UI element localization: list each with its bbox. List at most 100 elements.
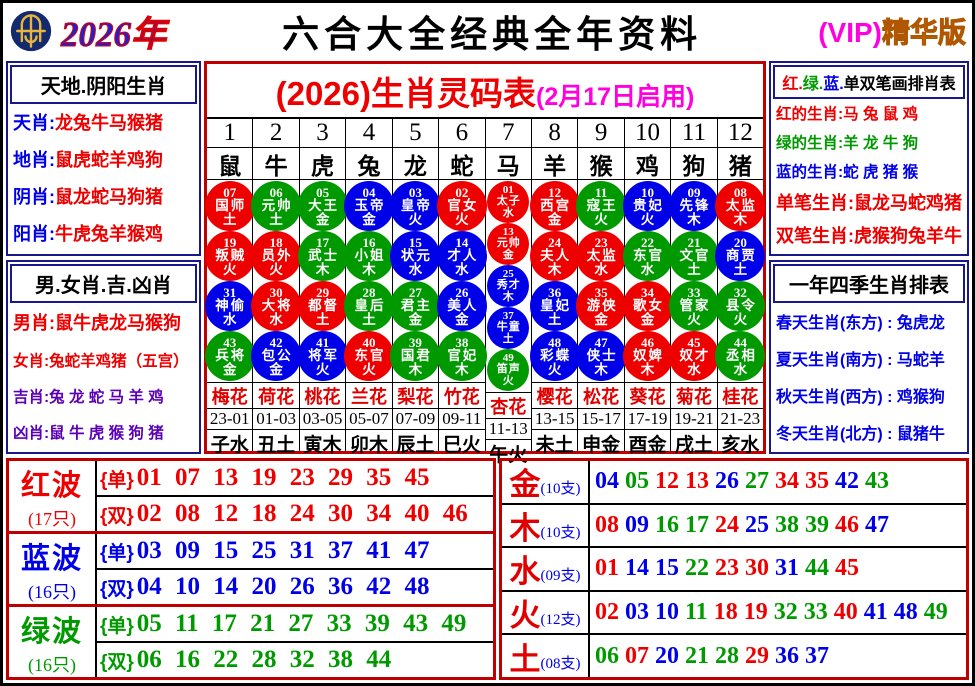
- element-number: 14: [625, 555, 649, 582]
- ball-number: 24: [548, 234, 562, 250]
- ball-number: 22: [641, 234, 655, 250]
- wave-rows: {单} 05 11 17 21 27 33 39 43 49 {双} 06 16 22…: [97, 607, 493, 677]
- ball-number: 31: [223, 284, 237, 300]
- ball-number: 32: [733, 284, 747, 300]
- wave-rows: {单} 01 07 13 19 23 29 35 45 {双} 02 08 12 18…: [97, 461, 493, 531]
- row-label: 阴肖:: [13, 187, 55, 208]
- ball-element: 水: [640, 261, 655, 277]
- ball-role: 员外: [261, 247, 293, 263]
- row-value: 兔蛇羊鸡猪（五宫）: [49, 353, 189, 371]
- element-number: 12: [655, 468, 679, 495]
- zodiac-code-table: (2026)生肖灵码表(2月17日启用) 1 鼠 07 国师土 19 叛贼火 31 神偷水 43…: [204, 61, 766, 466]
- number-ball: 04 玉帝金: [343, 181, 394, 231]
- ball-role: 君主: [400, 297, 432, 313]
- number-ball: 33 管家火: [668, 281, 719, 331]
- ball-role: 先锋: [679, 197, 711, 213]
- ball-element: 木: [408, 361, 423, 377]
- column-number: 3: [299, 119, 346, 148]
- zodiac-column: 8 羊 12 西宫金 24 夫人木 36 皇妃土 48 彩蝶火樱花 13-15 未土: [529, 119, 580, 456]
- number-ball: 28 皇后土: [343, 281, 394, 331]
- element-number: 04: [595, 468, 619, 495]
- color-stroke-zodiac-panel: 红.绿.蓝.单双笔画排肖表 红的生肖:马 兔 鼠 鸡绿的生肖:羊 龙 牛 狗蓝的…: [769, 61, 969, 256]
- element-label: 水 (09支): [502, 548, 590, 590]
- ball-stack: 07 国师土 19 叛贼火 31 神偷水 43 兵将金: [204, 180, 255, 383]
- ball-role: 美人: [447, 297, 479, 313]
- number-ball: 39 国君木: [390, 331, 441, 381]
- zodiac-attribute-row: 阳肖:牛虎兔羊猴鸡: [13, 220, 194, 246]
- earthly-branch: 巳火: [442, 435, 481, 456]
- time-range: 01-03: [253, 409, 299, 430]
- ball-number: 18: [269, 234, 283, 250]
- element-numbers: 02 03 10 11 18 19 32 33 40 41 48 49: [590, 592, 966, 634]
- number-ball: 16 小姐木: [343, 231, 394, 281]
- number-ball: 19 叛贼火: [204, 231, 255, 281]
- element-numbers: 08 09 16 17 24 25 38 39 46 47: [590, 505, 966, 547]
- ball-element: 金: [222, 361, 237, 377]
- ball-stack: 12 西宫金 24 夫人木 36 皇妃土 48 彩蝶火: [529, 180, 580, 383]
- ball-role: 包公: [261, 347, 293, 363]
- flower-name: 梅花: [207, 383, 253, 409]
- element-count: (10支): [540, 524, 581, 541]
- earthly-branch: 亥水: [721, 435, 760, 456]
- ball-role: 牛童: [496, 321, 521, 334]
- earthly-branch: 子水: [210, 435, 249, 456]
- ball-element: 土: [502, 332, 514, 345]
- row-label: 阳肖:: [13, 224, 55, 245]
- element-name: 木: [509, 510, 541, 546]
- left-sidebar: 天地.阴阳生肖 天肖:龙兔牛马猴猪 地肖:鼠虎蛇羊鸡狗 阴肖:鼠龙蛇马狗猪 阳肖:牛虎…: [6, 61, 201, 454]
- element-numbers: 01 14 15 22 23 30 31 44 45: [590, 548, 966, 590]
- color-stroke-row: 绿的生肖:羊 龙 牛 狗: [776, 131, 962, 153]
- element-number: 41: [863, 599, 888, 626]
- earthly-branch: 丑土: [257, 435, 296, 456]
- element-number: 03: [625, 599, 649, 626]
- wave-odd-row: {单} 03 09 15 25 31 37 41 47: [97, 534, 493, 570]
- zodiac-column: 2 牛 06 元帅土 18 员外火 30 大将水 42 包公金荷花 01-03 丑土: [251, 119, 302, 456]
- ball-role: 商贾: [725, 247, 757, 263]
- number-ball: 43 兵将金: [204, 331, 255, 381]
- ball-stack: 05 大王金 17 武士木 29 都督土 41 将军火: [297, 180, 348, 383]
- element-count: (09支): [540, 568, 581, 585]
- ball-number: 13: [502, 226, 514, 239]
- column-number: 12: [717, 119, 764, 148]
- earthly-branch: 辰土: [396, 435, 435, 456]
- number-ball: 08 太监木: [715, 181, 766, 231]
- element-number: 43: [865, 468, 889, 495]
- number-ball: 23 太监水: [576, 231, 627, 281]
- panel-body: 红的生肖:马 兔 鼠 鸡绿的生肖:羊 龙 牛 狗蓝的生肖:蛇 虎 猪 猴单笔生肖…: [773, 99, 965, 252]
- wave-group: 红波 (17只) {单} 01 07 13 19 23 29 35 45 {双} 02 0…: [9, 461, 493, 534]
- color-stroke-row: 单笔生肖:鼠龙马蛇鸡猪: [776, 189, 962, 215]
- ball-element: 水: [455, 261, 469, 277]
- ball-number: 05: [316, 184, 330, 200]
- ball-number: 35: [594, 284, 608, 300]
- time-range: 09-11: [439, 409, 485, 430]
- row-value: 龙兔牛马猴猪: [55, 113, 163, 134]
- ball-element: 金: [502, 248, 514, 261]
- element-label: 木 (10支): [502, 504, 590, 547]
- wave-label: 绿波 (16只): [9, 607, 97, 677]
- wave-count: (16只): [28, 654, 76, 675]
- color-stroke-row: 双笔生肖:虎猴狗兔羊牛: [776, 222, 962, 248]
- element-number: 38: [775, 511, 799, 538]
- number-ball: 45 奴才水: [668, 331, 719, 381]
- ball-element: 火: [269, 261, 283, 277]
- row-label: 单笔生肖:: [776, 193, 854, 214]
- ball-number: 17: [316, 234, 330, 250]
- ball-element: 火: [594, 211, 608, 227]
- zodiac-animal: 猴: [578, 148, 624, 180]
- number-ball: 06 元帅土: [251, 181, 302, 231]
- element-name: 土: [509, 641, 541, 677]
- row-value: 马蛇羊: [896, 351, 945, 369]
- odd-even-tag: {双}: [100, 578, 134, 600]
- panel-body: 天肖:龙兔牛马猴猪 地肖:鼠虎蛇羊鸡狗 阴肖:鼠龙蛇马狗猪 阳肖:牛虎兔羊猴鸡: [10, 104, 197, 252]
- ball-role: 大将: [261, 297, 293, 313]
- ball-number: 33: [687, 284, 701, 300]
- zodiac-animal: 猪: [717, 148, 764, 180]
- panel-title: 男.女肖.吉.凶肖: [10, 263, 197, 303]
- ball-number: 25: [502, 268, 514, 281]
- ball-element: 火: [547, 361, 562, 377]
- ball-element: 金: [594, 311, 608, 327]
- element-row: 水 (09支) 01 14 15 22 23 30 31 44 45: [502, 548, 966, 592]
- element-number: 22: [685, 555, 709, 582]
- zodiac-column: 11 狗 09 先锋木 21 文官土 33 管家火 45 奴才水菊花 19-21 戌土: [668, 119, 719, 456]
